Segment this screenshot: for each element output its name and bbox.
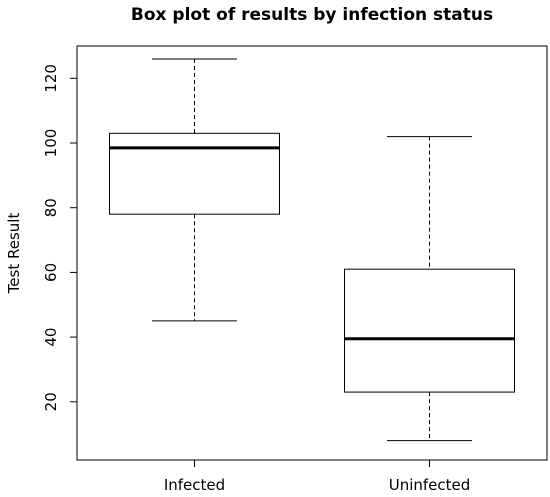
y-axis-label: Test Result	[5, 213, 23, 295]
y-tick-label: 100	[42, 129, 60, 158]
x-tick-label: Uninfected	[389, 476, 471, 494]
y-tick-label: 60	[42, 263, 60, 282]
y-tick-label: 40	[42, 328, 60, 347]
plot-frame	[76, 45, 548, 461]
x-axis: Infected Uninfected	[164, 460, 470, 494]
iqr-box	[109, 132, 280, 215]
boxes-group	[109, 58, 515, 442]
iqr-box	[344, 268, 515, 393]
y-axis: 20 40 60 80 100 120	[42, 64, 77, 411]
x-tick-label: Infected	[164, 476, 225, 494]
y-tick-label: 20	[42, 392, 60, 411]
box-uninfected	[344, 136, 515, 442]
chart-title: Box plot of results by infection status	[131, 5, 493, 25]
y-tick-label: 120	[42, 64, 60, 93]
y-tick-label: 80	[42, 198, 60, 217]
box-infected	[109, 58, 280, 322]
